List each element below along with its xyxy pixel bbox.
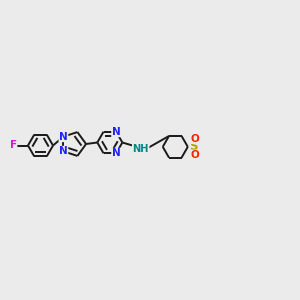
Text: N: N: [59, 146, 68, 156]
Text: N: N: [59, 132, 68, 142]
Text: NH: NH: [133, 144, 149, 154]
Text: S: S: [190, 140, 198, 153]
Text: O: O: [191, 150, 200, 160]
Text: N: N: [112, 148, 121, 158]
Text: F: F: [10, 140, 17, 151]
Text: O: O: [191, 134, 200, 143]
Text: N: N: [112, 127, 121, 137]
